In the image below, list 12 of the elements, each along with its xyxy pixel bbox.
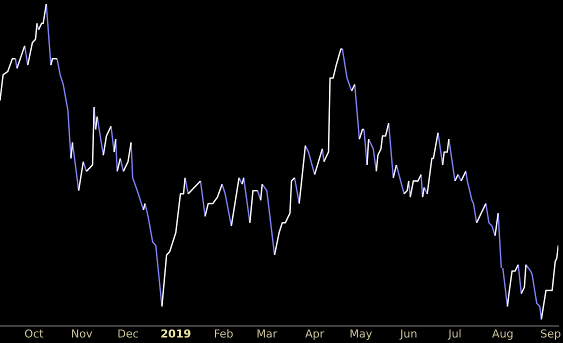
x-tick-label: Dec [117,327,139,340]
x-tick-label: Jul [447,327,462,340]
x-tick-label: Mar [256,327,278,340]
x-tick-label: May [350,327,373,340]
x-tick-label: Sep [540,327,561,340]
x-tick-label: Aug [492,327,514,340]
x-tick-label: Nov [71,327,93,340]
x-tick-label: 2019 [160,327,192,340]
x-tick-label: Feb [214,327,234,340]
x-tick-label: Jun [399,327,418,340]
x-tick-label: Oct [24,327,44,340]
x-tick-label: Apr [305,327,325,340]
